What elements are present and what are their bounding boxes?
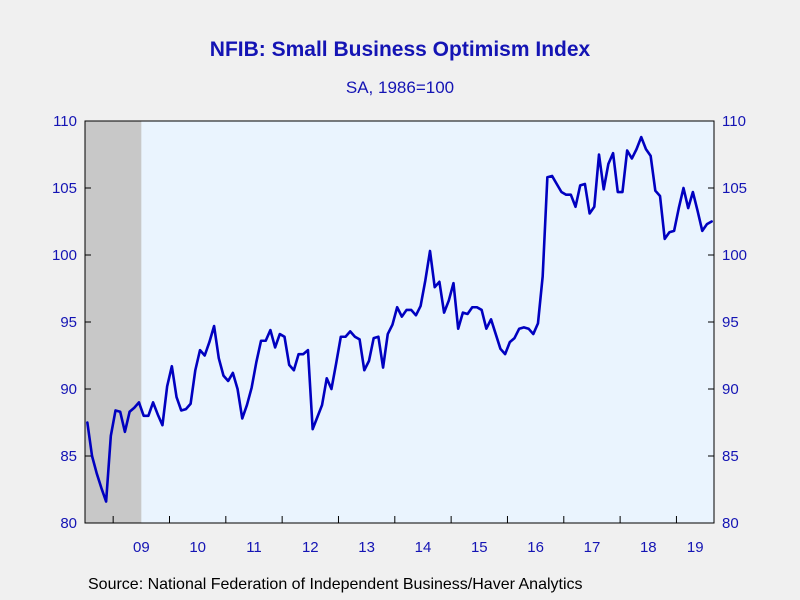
x-tick-label: 09 bbox=[133, 539, 150, 556]
y-tick-label-right: 110 bbox=[722, 113, 746, 130]
x-tick-label: 12 bbox=[302, 539, 319, 556]
x-tick-label: 10 bbox=[189, 539, 206, 556]
chart-subtitle: SA, 1986=100 bbox=[345, 78, 455, 97]
x-tick-label: 16 bbox=[527, 539, 544, 556]
y-tick-label-left: 80 bbox=[60, 515, 77, 532]
y-tick-label-left: 90 bbox=[60, 381, 77, 398]
y-tick-label-right: 95 bbox=[722, 314, 739, 331]
y-tick-label-left: 95 bbox=[60, 314, 77, 331]
y-tick-label-right: 85 bbox=[722, 448, 739, 465]
source-note: Source: National Federation of Independe… bbox=[88, 576, 583, 593]
y-tick-label-left: 110 bbox=[53, 113, 77, 130]
y-tick-label-left: 85 bbox=[60, 448, 77, 465]
x-tick-label: 11 bbox=[246, 539, 262, 556]
y-tick-label-right: 105 bbox=[722, 180, 747, 197]
y-tick-label-right: 80 bbox=[722, 515, 739, 532]
chart-title: NFIB: Small Business Optimism Index bbox=[209, 38, 591, 61]
y-tick-label-right: 90 bbox=[722, 381, 739, 398]
x-tick-label: 18 bbox=[640, 539, 657, 556]
x-tick-label: 15 bbox=[471, 539, 488, 556]
y-tick-label-left: 100 bbox=[52, 247, 77, 264]
x-tick-label: 14 bbox=[415, 539, 432, 556]
y-tick-label-left: 105 bbox=[52, 180, 77, 197]
y-tick-label-right: 100 bbox=[722, 247, 747, 264]
x-tick-label: 19 bbox=[687, 539, 704, 556]
recession-shading bbox=[85, 121, 142, 523]
series-line-0 bbox=[86, 135, 713, 503]
x-tick-label: 13 bbox=[358, 539, 375, 556]
plot-area bbox=[85, 121, 714, 523]
x-tick-label: 17 bbox=[584, 539, 601, 556]
